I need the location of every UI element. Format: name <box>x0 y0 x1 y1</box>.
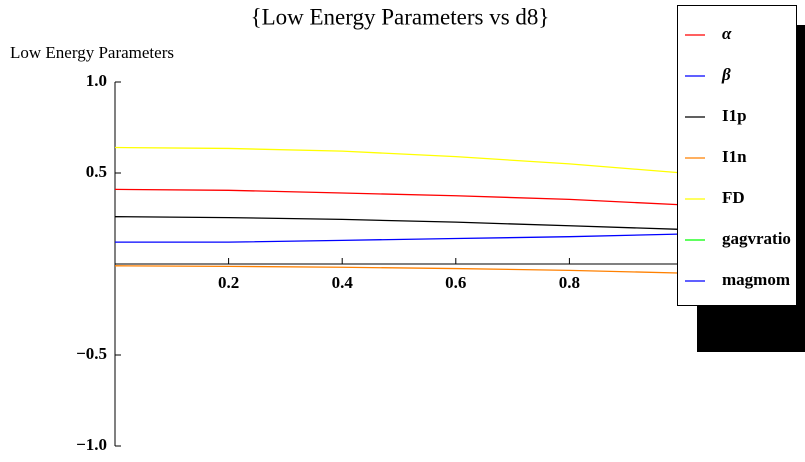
y-tick-label: 0.5 <box>86 162 107 181</box>
legend: α β I1p I1n FD gagvratio magmom <box>685 24 791 289</box>
legend-label: FD <box>722 188 745 207</box>
legend-label: magmom <box>722 270 790 289</box>
x-tick-label: 0.8 <box>559 273 580 292</box>
series-line <box>114 216 684 231</box>
plot-area: 0.20.40.60.81−1.0−0.50.51.0 <box>76 71 700 454</box>
y-tick-label: −1.0 <box>76 435 107 454</box>
legend-label: β <box>721 65 731 84</box>
chart-title: {Low Energy Parameters vs d8} <box>251 4 550 29</box>
y-tick-label: 1.0 <box>86 71 107 90</box>
x-tick-label: 0.6 <box>445 273 466 292</box>
legend-label: I1p <box>722 106 747 125</box>
legend-label: gagvratio <box>722 229 791 248</box>
x-tick-label: 0.2 <box>218 273 239 292</box>
series-line <box>114 146 684 174</box>
legend-box <box>677 5 797 306</box>
series-line <box>114 188 684 206</box>
y-axis-label: Low Energy Parameters <box>10 43 174 62</box>
series-line <box>115 233 684 243</box>
y-tick-label: −0.5 <box>76 344 107 363</box>
legend-label: α <box>722 24 732 43</box>
x-tick-label: 0.4 <box>332 273 354 292</box>
legend-label: I1n <box>722 147 747 166</box>
series-line <box>114 265 684 274</box>
